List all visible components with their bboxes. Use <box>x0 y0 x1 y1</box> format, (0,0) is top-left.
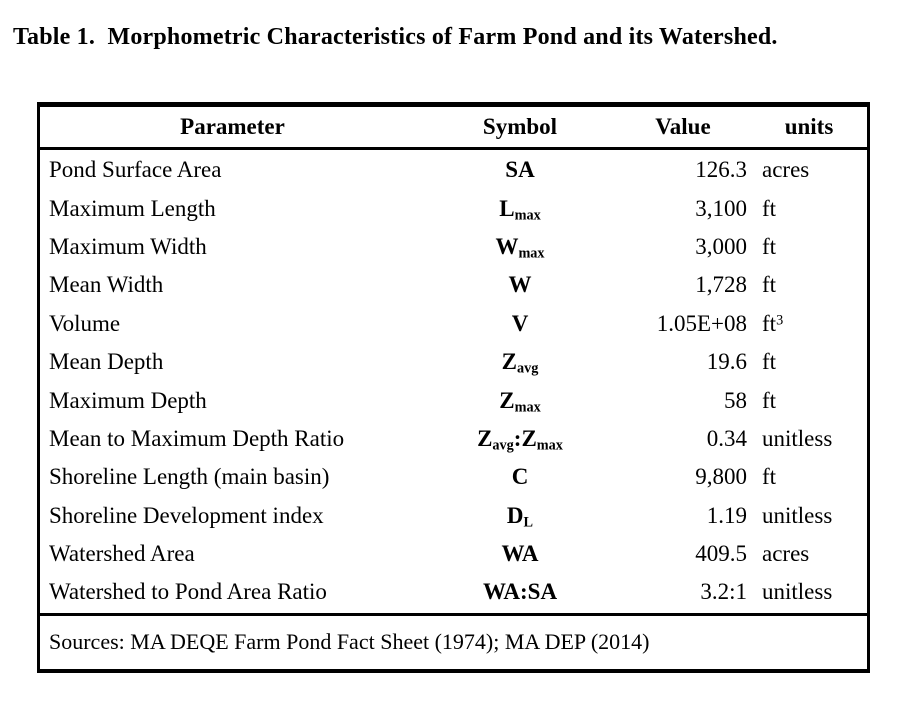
symbol-cell: W <box>508 272 532 298</box>
value-cell: 3,100 <box>695 195 747 221</box>
units-cell: ft <box>762 464 777 490</box>
value-cell: 0.34 <box>706 425 747 451</box>
parameter-cell: Mean Width <box>49 272 164 298</box>
parameter-cell: Watershed Area <box>49 541 195 567</box>
units-cell: unitless <box>762 425 833 451</box>
parameter-cell: Shoreline Length (main basin) <box>49 464 330 490</box>
value-cell: 3.2:1 <box>700 579 747 605</box>
value-cell: 9,800 <box>695 464 747 490</box>
symbol-cell: DL <box>506 502 534 531</box>
table-row: Volume V 1.05E+08 ft3 <box>40 305 867 343</box>
parameter-cell: Mean Depth <box>49 349 164 375</box>
table-row: Shoreline Development index DL 1.19 unit… <box>40 497 867 535</box>
value-cell: 3,000 <box>695 233 747 259</box>
table-row: Mean to Maximum Depth Ratio Zavg:Zmax 0.… <box>40 420 867 458</box>
table-caption: Table 1. Morphometric Characteristics of… <box>13 24 778 50</box>
symbol-cell: V <box>511 310 529 336</box>
symbol-cell: WA <box>501 541 539 567</box>
parameter-cell: Watershed to Pond Area Ratio <box>49 579 327 605</box>
value-cell: 1.05E+08 <box>656 310 747 336</box>
units-cell: ft <box>762 387 777 413</box>
header-value: Value <box>655 114 711 139</box>
units-cell: unitless <box>762 579 833 605</box>
symbol-cell: Zavg:Zmax <box>477 425 563 454</box>
units-cell: ft <box>762 233 777 259</box>
table-row: Maximum Depth Zmax 58 ft <box>40 381 867 419</box>
table-footer-row: Sources: MA DEQE Farm Pond Fact Sheet (1… <box>40 612 867 669</box>
table-row: Watershed to Pond Area Ratio WA:SA 3.2:1… <box>40 573 867 611</box>
symbol-cell: SA <box>505 157 535 183</box>
symbol-cell: WA:SA <box>482 579 558 605</box>
table-row: Maximum Length Lmax 3,100 ft <box>40 189 867 227</box>
symbol-cell: Lmax <box>499 195 541 224</box>
parameter-cell: Maximum Width <box>49 233 207 259</box>
parameter-cell: Pond Surface Area <box>49 157 222 183</box>
value-cell: 409.5 <box>695 541 747 567</box>
units-cell: ft <box>762 195 777 221</box>
units-cell: acres <box>762 541 810 567</box>
units-cell: acres <box>762 157 810 183</box>
units-cell: ft3 <box>762 310 784 336</box>
parameter-cell: Maximum Depth <box>49 387 207 413</box>
table-row: Shoreline Length (main basin) C 9,800 ft <box>40 458 867 496</box>
morphometric-table: Parameter Symbol Value units Pond Surfac… <box>37 102 870 673</box>
symbol-cell: Zavg <box>501 349 539 377</box>
value-cell: 19.6 <box>706 349 747 375</box>
value-cell: 1.19 <box>706 502 747 528</box>
header-symbol: Symbol <box>482 114 558 139</box>
value-cell: 126.3 <box>695 157 747 183</box>
table-header-row: Parameter Symbol Value units <box>40 107 867 150</box>
table-row: Mean Width W 1,728 ft <box>40 266 867 304</box>
parameter-cell: Volume <box>49 310 121 336</box>
table-row: Mean Depth Zavg 19.6 ft <box>40 343 867 381</box>
table-row: Maximum Width Wmax 3,000 ft <box>40 228 867 266</box>
table-body: Pond Surface Area SA 126.3 acres Maximum… <box>40 150 867 613</box>
value-cell: 1,728 <box>695 272 747 298</box>
table-row: Pond Surface Area SA 126.3 acres <box>40 151 867 189</box>
symbol-cell: Zmax <box>499 387 541 416</box>
symbol-cell: Wmax <box>495 233 545 262</box>
table-row: Watershed Area WA 409.5 acres <box>40 535 867 573</box>
units-cell: unitless <box>762 502 833 528</box>
header-parameter: Parameter <box>180 114 285 139</box>
units-cell: ft <box>762 272 777 298</box>
symbol-cell: C <box>511 464 529 490</box>
value-cell: 58 <box>724 387 747 413</box>
units-cell: ft <box>762 349 777 375</box>
sources-text: Sources: MA DEQE Farm Pond Fact Sheet (1… <box>49 629 650 655</box>
parameter-cell: Maximum Length <box>49 195 216 221</box>
parameter-cell: Mean to Maximum Depth Ratio <box>49 425 345 451</box>
parameter-cell: Shoreline Development index <box>49 502 324 528</box>
header-units: units <box>784 114 834 139</box>
